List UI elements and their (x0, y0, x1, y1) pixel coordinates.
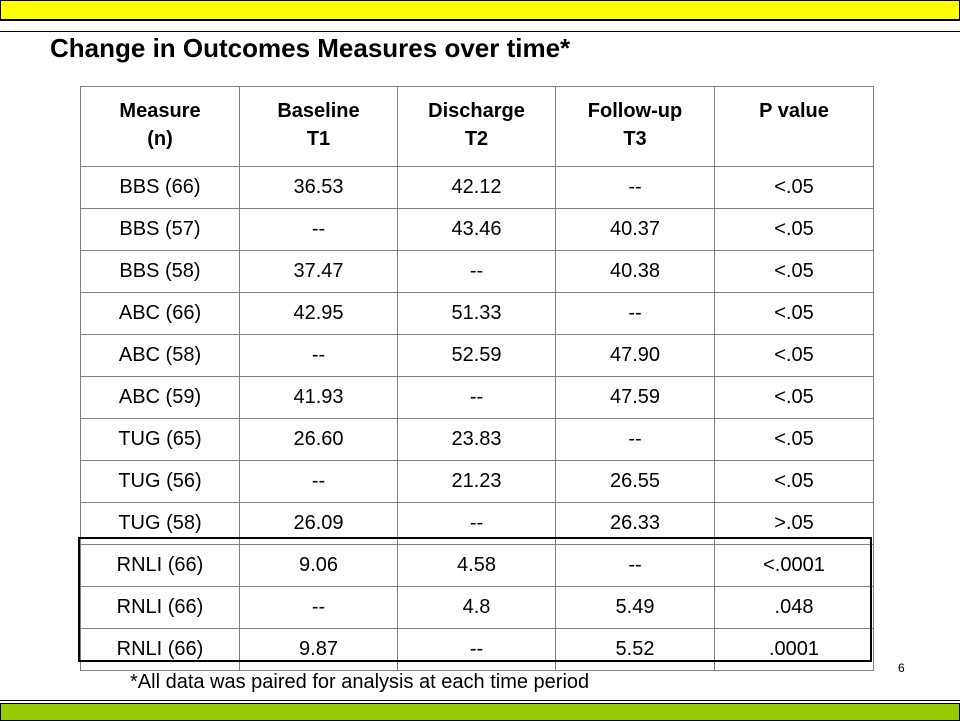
cell-discharge: 42.12 (397, 166, 556, 209)
cell-follow-up: 40.37 (555, 208, 715, 251)
bottom-decorative-bar (0, 703, 960, 721)
outcomes-table: Measure (n) Baseline T1 Discharge T2 Fol… (80, 86, 874, 671)
table-row: BBS (58) 37.47 -- 40.38 <.05 (80, 250, 874, 293)
cell-measure: ABC (59) (80, 376, 240, 419)
cell-p-value: .048 (714, 586, 874, 629)
footnote: *All data was paired for analysis at eac… (130, 671, 590, 693)
cell-p-value: <.05 (714, 250, 874, 293)
table-row: ABC (59) 41.93 -- 47.59 <.05 (80, 376, 874, 419)
cell-measure: RNLI (66) (80, 628, 240, 671)
table-row: ABC (66) 42.95 51.33 -- <.05 (80, 292, 874, 335)
table-row: ABC (58) -- 52.59 47.90 <.05 (80, 334, 874, 377)
cell-p-value: <.05 (714, 418, 874, 461)
cell-measure: BBS (58) (80, 250, 240, 293)
table-row: BBS (57) -- 43.46 40.37 <.05 (80, 208, 874, 251)
cell-baseline: 37.47 (239, 250, 398, 293)
cell-measure: RNLI (66) (80, 544, 240, 587)
cell-p-value: >.05 (714, 502, 874, 545)
cell-discharge: -- (397, 250, 556, 293)
header-discharge: Discharge T2 (397, 86, 556, 167)
cell-follow-up: 47.90 (555, 334, 715, 377)
cell-baseline: 26.60 (239, 418, 398, 461)
cell-follow-up: -- (555, 166, 715, 209)
table-row: RNLI (66) 9.06 4.58 -- <.0001 (80, 544, 874, 587)
cell-baseline: -- (239, 586, 398, 629)
cell-p-value: .0001 (714, 628, 874, 671)
cell-discharge: 51.33 (397, 292, 556, 335)
cell-measure: TUG (56) (80, 460, 240, 503)
cell-measure: RNLI (66) (80, 586, 240, 629)
cell-p-value: <.05 (714, 460, 874, 503)
cell-p-value: <.05 (714, 166, 874, 209)
header-row: Measure (n) Baseline T1 Discharge T2 Fol… (80, 86, 874, 167)
cell-follow-up: 47.59 (555, 376, 715, 419)
cell-follow-up: -- (555, 544, 715, 587)
cell-baseline: -- (239, 334, 398, 377)
header-p-value: P value (714, 86, 874, 167)
cell-measure: BBS (66) (80, 166, 240, 209)
header-baseline: Baseline T1 (239, 86, 398, 167)
table-row: RNLI (66) -- 4.8 5.49.048 (80, 586, 874, 629)
bottom-rule (0, 700, 960, 701)
header-measure: Measure (n) (80, 86, 240, 167)
cell-measure: ABC (66) (80, 292, 240, 335)
cell-discharge: 4.8 (397, 586, 556, 629)
table-row: TUG (65) 26.60 23.83 -- <.05 (80, 418, 874, 461)
table-row: BBS (66) 36.53 42.12 -- <.05 (80, 166, 874, 209)
cell-measure: BBS (57) (80, 208, 240, 251)
cell-baseline: 42.95 (239, 292, 398, 335)
cell-baseline: 26.09 (239, 502, 398, 545)
cell-follow-up: 5.52 (555, 628, 715, 671)
cell-baseline: 9.06 (239, 544, 398, 587)
cell-baseline: -- (239, 460, 398, 503)
table-row: TUG (56) -- 21.23 26.55 <.05 (80, 460, 874, 503)
cell-measure: TUG (58) (80, 502, 240, 545)
cell-follow-up: 40.38 (555, 250, 715, 293)
cell-follow-up: 26.55 (555, 460, 715, 503)
cell-follow-up: -- (555, 418, 715, 461)
cell-measure: TUG (65) (80, 418, 240, 461)
slide-title: Change in Outcomes Measures over time* (50, 33, 571, 63)
cell-discharge: -- (397, 376, 556, 419)
cell-p-value: <.05 (714, 292, 874, 335)
cell-discharge: 52.59 (397, 334, 556, 377)
cell-baseline: 9.87 (239, 628, 398, 671)
cell-measure: ABC (58) (80, 334, 240, 377)
cell-p-value: <.05 (714, 334, 874, 377)
cell-p-value: <.0001 (714, 544, 874, 587)
header-follow-up: Follow-up T3 (555, 86, 715, 167)
cell-p-value: <.05 (714, 376, 874, 419)
cell-discharge: 21.23 (397, 460, 556, 503)
cell-p-value: <.05 (714, 208, 874, 251)
table-row: TUG (58) 26.09 -- 26.33 >.05 (80, 502, 874, 545)
cell-discharge: -- (397, 628, 556, 671)
cell-discharge: 43.46 (397, 208, 556, 251)
page-number: 6 (898, 661, 905, 675)
top-decorative-bar (0, 0, 960, 20)
cell-follow-up: -- (555, 292, 715, 335)
cell-follow-up: 26.33 (555, 502, 715, 545)
top-rule (0, 20, 960, 32)
cell-baseline: 36.53 (239, 166, 398, 209)
cell-baseline: -- (239, 208, 398, 251)
cell-discharge: -- (397, 502, 556, 545)
cell-discharge: 23.83 (397, 418, 556, 461)
cell-baseline: 41.93 (239, 376, 398, 419)
table-row: RNLI (66) 9.87 -- 5.52.0001 (80, 628, 874, 671)
cell-discharge: 4.58 (397, 544, 556, 587)
cell-follow-up: 5.49 (555, 586, 715, 629)
